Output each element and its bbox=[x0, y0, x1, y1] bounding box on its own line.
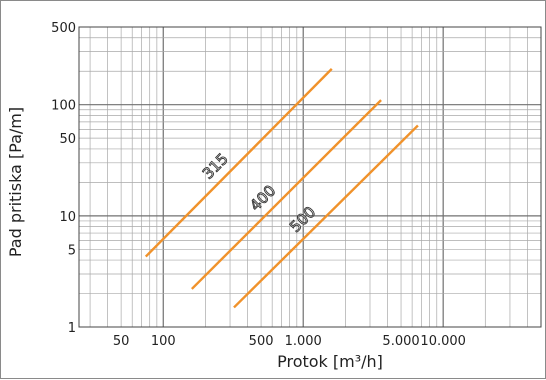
y-tick-label: 1 bbox=[68, 321, 76, 336]
x-tick-label: 100 bbox=[151, 334, 176, 349]
plot-area-border bbox=[78, 26, 542, 328]
grid-layer bbox=[79, 27, 541, 327]
y-tick-label: 100 bbox=[51, 99, 76, 114]
y-tick-label: 10 bbox=[59, 210, 76, 225]
y-axis-label: Pad pritiska [Pa/m] bbox=[6, 107, 25, 257]
series-label-400: 400 bbox=[246, 182, 279, 215]
x-tick-label: 50 bbox=[113, 334, 130, 349]
series-line-500 bbox=[233, 124, 419, 309]
tick-labels: 50 100 500 1.000 5.000 10.000 1 5 10 50 100 500 bbox=[51, 21, 466, 349]
x-axis-label: Protok [m³/h] bbox=[277, 352, 383, 371]
series-label-500: 500 bbox=[286, 203, 319, 236]
x-tick-label: 500 bbox=[249, 334, 274, 349]
x-tick-label: 1.000 bbox=[285, 334, 322, 349]
y-tick-label: 50 bbox=[59, 132, 76, 147]
x-tick-label: 10.000 bbox=[420, 334, 466, 349]
y-tick-label: 5 bbox=[68, 243, 76, 258]
y-tick-label: 500 bbox=[51, 21, 76, 36]
series-line-315 bbox=[144, 68, 333, 258]
series-line-400 bbox=[190, 99, 382, 290]
series-label-315: 315 bbox=[199, 150, 232, 183]
x-tick-label: 5.000 bbox=[382, 334, 419, 349]
